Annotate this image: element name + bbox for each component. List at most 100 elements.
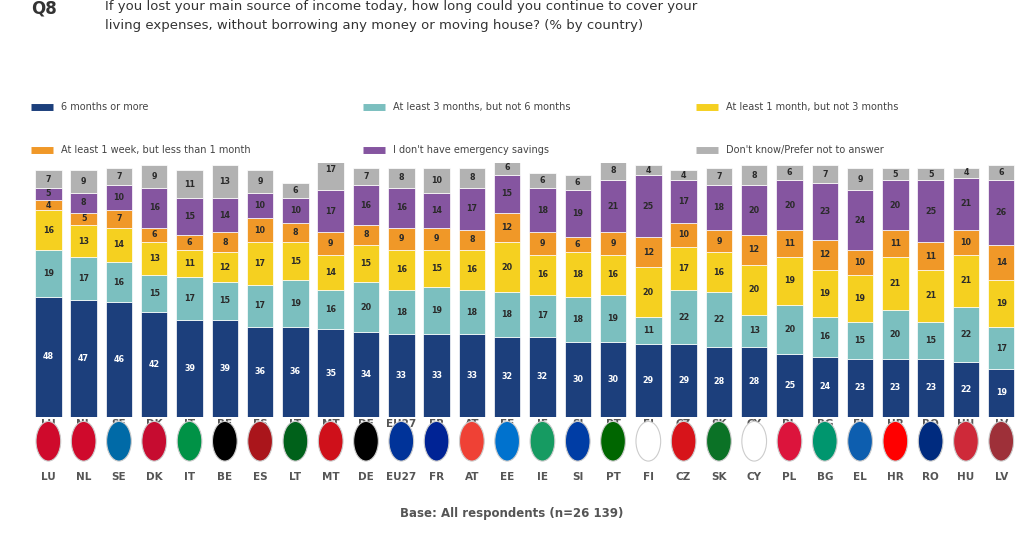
- Text: RO: RO: [923, 472, 939, 482]
- Text: 10: 10: [678, 231, 689, 239]
- Bar: [423, 334, 450, 417]
- Bar: [564, 175, 591, 190]
- Text: FR: FR: [429, 472, 444, 482]
- Text: 15: 15: [502, 190, 513, 199]
- Bar: [71, 225, 97, 257]
- Text: 16: 16: [714, 268, 724, 277]
- Ellipse shape: [601, 421, 626, 461]
- Text: 16: 16: [43, 225, 54, 234]
- Bar: [600, 232, 627, 255]
- Text: NL: NL: [76, 472, 91, 482]
- Bar: [882, 168, 908, 180]
- Text: 6: 6: [505, 163, 510, 172]
- Text: 6: 6: [998, 168, 1004, 177]
- Text: 6: 6: [575, 178, 581, 187]
- Ellipse shape: [142, 421, 167, 461]
- Bar: [600, 295, 627, 342]
- Bar: [529, 232, 556, 255]
- Text: HU: HU: [957, 472, 975, 482]
- Text: CY: CY: [746, 472, 762, 482]
- Bar: [635, 166, 662, 175]
- Bar: [459, 250, 485, 289]
- Text: 48: 48: [43, 352, 54, 362]
- Bar: [494, 213, 520, 242]
- Bar: [988, 280, 1015, 327]
- Text: HR: HR: [887, 472, 904, 482]
- Text: ES: ES: [253, 472, 267, 482]
- Bar: [105, 210, 132, 227]
- Text: 8: 8: [222, 238, 227, 247]
- Bar: [176, 319, 203, 417]
- Text: 32: 32: [502, 372, 513, 381]
- Text: 8: 8: [364, 231, 369, 239]
- Text: 20: 20: [360, 303, 372, 312]
- Bar: [141, 242, 168, 275]
- Text: 17: 17: [678, 197, 689, 206]
- Bar: [671, 247, 697, 289]
- Text: 15: 15: [360, 259, 372, 268]
- Bar: [847, 168, 873, 190]
- Text: SI: SI: [572, 472, 584, 482]
- Text: 20: 20: [890, 330, 901, 339]
- Bar: [529, 337, 556, 417]
- Text: 16: 16: [537, 270, 548, 279]
- Text: 10: 10: [114, 193, 125, 202]
- Text: 21: 21: [890, 279, 901, 288]
- Text: 4: 4: [681, 171, 686, 180]
- Bar: [459, 289, 485, 334]
- Bar: [635, 238, 662, 268]
- Bar: [176, 198, 203, 235]
- Bar: [564, 238, 591, 253]
- Text: 23: 23: [854, 383, 865, 392]
- Text: 29: 29: [643, 376, 654, 385]
- Ellipse shape: [741, 421, 767, 461]
- Text: DK: DK: [146, 472, 163, 482]
- Bar: [212, 198, 238, 232]
- Text: 10: 10: [290, 206, 301, 215]
- Text: 9: 9: [716, 237, 722, 246]
- Text: 15: 15: [431, 264, 442, 273]
- Bar: [423, 227, 450, 250]
- Bar: [283, 183, 308, 198]
- Text: 23: 23: [819, 207, 830, 216]
- Text: 17: 17: [184, 294, 195, 303]
- Bar: [564, 190, 591, 238]
- Text: 16: 16: [396, 203, 407, 212]
- Bar: [352, 168, 379, 185]
- Text: 14: 14: [219, 210, 230, 219]
- Text: 17: 17: [466, 205, 477, 214]
- Text: BE: BE: [217, 472, 232, 482]
- Text: 12: 12: [502, 223, 513, 232]
- Bar: [35, 200, 61, 210]
- Text: 30: 30: [572, 375, 584, 384]
- Text: 20: 20: [784, 201, 795, 210]
- Ellipse shape: [812, 421, 838, 461]
- Text: 15: 15: [925, 336, 936, 345]
- Text: 25: 25: [643, 202, 654, 211]
- Text: AT: AT: [465, 472, 479, 482]
- Bar: [317, 289, 344, 329]
- Text: 36: 36: [255, 367, 265, 376]
- Ellipse shape: [565, 421, 590, 461]
- Text: BG: BG: [816, 472, 834, 482]
- Text: 17: 17: [326, 207, 336, 216]
- Text: 18: 18: [572, 270, 584, 279]
- Bar: [882, 257, 908, 310]
- Text: 17: 17: [678, 264, 689, 273]
- Text: 11: 11: [925, 252, 936, 261]
- Bar: [459, 188, 485, 230]
- Text: 17: 17: [255, 301, 265, 310]
- Text: 21: 21: [925, 292, 936, 301]
- Text: 15: 15: [219, 296, 230, 305]
- Text: 8: 8: [293, 228, 298, 237]
- Bar: [317, 255, 344, 289]
- Text: 18: 18: [395, 308, 407, 317]
- Bar: [176, 250, 203, 277]
- Text: 16: 16: [396, 265, 407, 274]
- Text: 9: 9: [81, 177, 86, 186]
- Bar: [600, 255, 627, 295]
- Bar: [105, 168, 132, 185]
- Bar: [283, 327, 308, 417]
- Bar: [952, 307, 979, 362]
- Text: 7: 7: [116, 172, 122, 181]
